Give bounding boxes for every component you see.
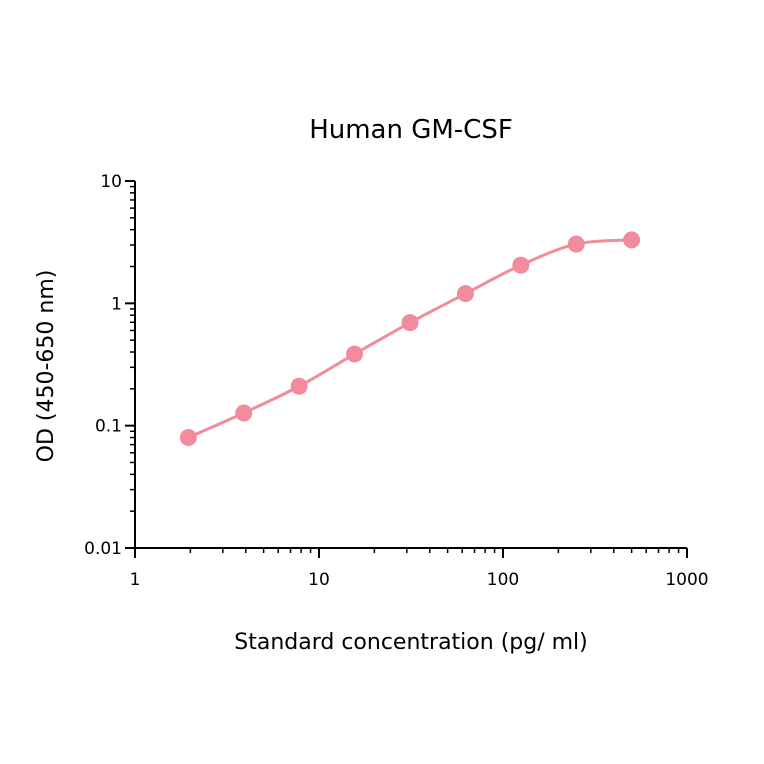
y-axis: 0.01 0.1 1 10 xyxy=(84,172,136,559)
y-tick-label: 1 xyxy=(111,294,122,314)
x-tick-label: 1 xyxy=(130,570,141,590)
data-point xyxy=(235,404,253,422)
data-point xyxy=(346,345,364,363)
data-point xyxy=(623,231,641,249)
data-point xyxy=(290,377,308,395)
x-tick-label: 100 xyxy=(487,570,519,590)
series-line xyxy=(187,238,632,439)
data-point xyxy=(567,235,585,253)
y-tick-label: 10 xyxy=(100,172,122,192)
x-tick-label: 1000 xyxy=(665,570,708,590)
data-point xyxy=(512,256,530,274)
x-tick-label: 10 xyxy=(308,570,330,590)
plot-area xyxy=(179,231,641,447)
y-tick-label: 0.01 xyxy=(84,539,122,559)
data-point xyxy=(456,285,474,303)
data-point xyxy=(179,429,197,447)
x-axis-title: Standard concentration (pg/ ml) xyxy=(234,630,587,655)
y-axis-title: OD (450-650 nm) xyxy=(34,270,59,463)
y-tick-label: 0.1 xyxy=(95,417,122,437)
chart-title: Human GM-CSF xyxy=(309,115,513,145)
data-point xyxy=(401,314,419,332)
x-axis: 1 10 100 1000 xyxy=(130,547,709,590)
